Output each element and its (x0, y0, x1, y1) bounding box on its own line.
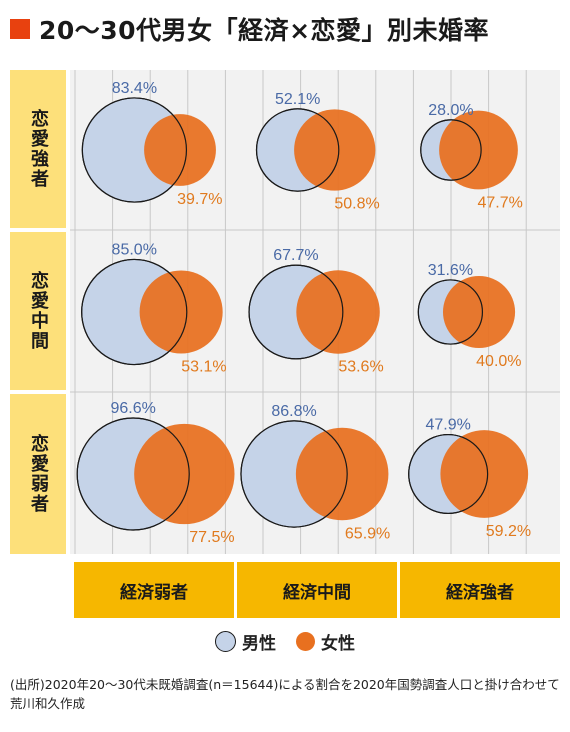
female-bubble (144, 114, 216, 186)
row-label-romance-strong: 恋愛強者 (10, 70, 66, 228)
female-value-label: 53.1% (181, 359, 226, 376)
col-label-economy-strong: 経済強者 (400, 562, 560, 618)
chart-title: 20〜30代男女「経済×恋愛」別未婚率 (39, 16, 490, 45)
male-bubble-outline (81, 97, 188, 203)
male-value-label: 52.1% (275, 91, 320, 108)
female-value-label: 65.9% (345, 525, 390, 542)
male-bubble-outline (76, 417, 190, 531)
legend-item-female: 女性 (296, 629, 355, 654)
female-value-label: 53.6% (338, 359, 383, 376)
male-bubble-outline (81, 258, 188, 366)
male-swatch-icon (215, 631, 236, 652)
col-label-economy-middle: 経済中間 (237, 562, 397, 618)
female-bubble (296, 270, 380, 354)
row-label-text: 恋愛弱者 (28, 434, 49, 514)
male-bubble-outline (255, 108, 340, 192)
col-label-economy-weak: 経済弱者 (74, 562, 234, 618)
female-bubble (294, 109, 376, 191)
female-bubble (439, 110, 518, 190)
female-value-label: 39.7% (177, 191, 222, 208)
male-value-label: 67.7% (273, 247, 318, 264)
male-value-label: 28.0% (428, 102, 473, 119)
male-value-label: 85.0% (112, 241, 157, 258)
female-swatch-icon (296, 632, 315, 651)
male-bubble-outline (240, 420, 348, 528)
male-bubble-outline (248, 264, 344, 360)
legend: 男性 女性 (0, 629, 570, 654)
legend-label-male: 男性 (242, 634, 276, 654)
title-block: 20〜30代男女「経済×恋愛」別未婚率 (10, 12, 489, 46)
row-label-text: 恋愛中間 (28, 271, 49, 351)
male-value-label: 31.6% (428, 262, 473, 279)
male-value-label: 83.4% (112, 80, 157, 97)
row-label-text: 恋愛強者 (28, 109, 49, 189)
female-bubble (295, 427, 389, 521)
female-bubble (442, 275, 516, 349)
row-label-romance-weak: 恋愛弱者 (10, 394, 66, 554)
male-value-label: 47.9% (425, 417, 470, 434)
male-bubble-outline (417, 279, 484, 345)
male-bubble-outline (420, 119, 482, 181)
legend-label-female: 女性 (321, 634, 355, 654)
female-value-label: 50.8% (334, 196, 379, 213)
female-bubble (134, 423, 235, 525)
title-marker-square (10, 19, 30, 39)
male-value-label: 86.8% (271, 403, 316, 420)
source-note: (出所)2020年20〜30代未既婚調査(n＝15644)による割合を2020年… (10, 677, 560, 711)
female-value-label: 40.0% (476, 353, 521, 370)
male-bubble-outline (408, 433, 489, 515)
female-value-label: 77.5% (189, 529, 234, 546)
female-bubble (139, 270, 223, 354)
legend-item-male: 男性 (215, 629, 276, 654)
row-label-romance-middle: 恋愛中間 (10, 232, 66, 390)
female-value-label: 59.2% (486, 523, 531, 540)
male-value-label: 96.6% (111, 400, 156, 417)
female-value-label: 47.7% (477, 194, 522, 211)
female-bubble (440, 430, 529, 518)
